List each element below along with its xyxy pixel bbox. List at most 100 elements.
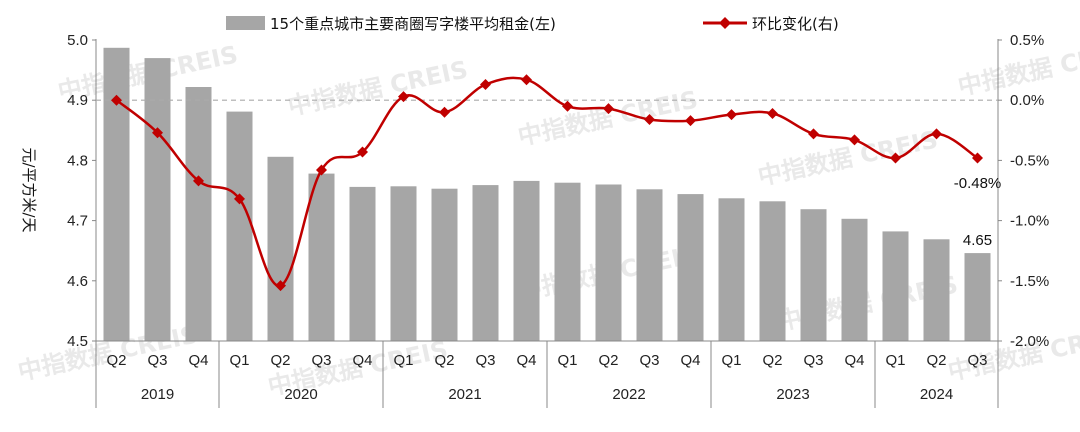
- line-point-marker: [849, 134, 860, 146]
- legend-bar-label: 15个重点城市主要商圈写字楼平均租金(左): [270, 15, 556, 33]
- x-tick-label: Q1: [229, 352, 249, 369]
- bar-series: [103, 47, 991, 342]
- line-point-marker: [316, 164, 327, 176]
- year-label: 2022: [612, 386, 645, 403]
- legend: 15个重点城市主要商圈写字楼平均租金(左) 环比变化(右): [226, 15, 839, 33]
- line-point-marker: [439, 106, 450, 118]
- y-left-tick-label: 4.8: [67, 152, 88, 169]
- data-label: -0.48%: [954, 175, 1002, 192]
- x-tick-label: Q3: [475, 352, 495, 369]
- year-label: 2024: [920, 386, 953, 403]
- line-point-marker: [685, 115, 696, 127]
- bar: [103, 47, 130, 342]
- line-point-marker: [931, 128, 942, 140]
- watermark-text: 中指数据 CREIS: [755, 125, 940, 190]
- x-tick-label: Q2: [106, 352, 126, 369]
- line-point-marker: [562, 100, 573, 112]
- y-right-tick-label: -1.0%: [1010, 213, 1049, 230]
- x-tick-label: Q1: [393, 352, 413, 369]
- line-point-marker: [808, 128, 819, 140]
- line-point-marker: [603, 103, 614, 115]
- line-point-marker: [480, 79, 491, 91]
- legend-line-label: 环比变化(右): [752, 15, 839, 33]
- line-series: [111, 74, 983, 292]
- x-tick-label: Q2: [270, 352, 290, 369]
- x-tick-label: Q2: [598, 352, 618, 369]
- y-right-tick-label: 0.5%: [1010, 32, 1044, 49]
- y-axis-left-label: 元/平方米/天: [20, 147, 38, 232]
- bar: [513, 180, 540, 341]
- bar: [882, 231, 909, 341]
- bar: [349, 186, 376, 341]
- bar: [185, 87, 212, 341]
- x-tick-label: Q4: [680, 352, 700, 369]
- y-left-tick-label: 4.7: [67, 213, 88, 230]
- x-tick-label: Q4: [352, 352, 372, 369]
- y-left-tick-label: 5.0: [67, 32, 88, 49]
- year-label: 2023: [776, 386, 809, 403]
- x-tick-label: Q3: [803, 352, 823, 369]
- bar: [308, 173, 335, 341]
- axes: [92, 39, 1002, 408]
- bar: [267, 156, 294, 341]
- bar: [718, 198, 745, 341]
- line-point-marker: [890, 152, 901, 164]
- data-label: 4.65: [963, 232, 992, 249]
- bar: [841, 218, 868, 341]
- y-left-tick-label: 4.5: [67, 333, 88, 350]
- y-right-tick-label: 0.0%: [1010, 92, 1044, 109]
- y-left-tick-label: 4.6: [67, 273, 88, 290]
- bar: [964, 253, 991, 341]
- line-point-marker: [357, 146, 368, 158]
- bar: [800, 209, 827, 341]
- line-point-marker: [972, 152, 983, 164]
- x-tick-label: Q4: [516, 352, 536, 369]
- bar: [226, 111, 253, 341]
- legend-bar-swatch: [226, 16, 265, 30]
- line-point-marker: [152, 127, 163, 139]
- x-tick-label: Q1: [557, 352, 577, 369]
- year-label: 2021: [448, 386, 481, 403]
- x-tick-label: Q2: [926, 352, 946, 369]
- bar: [636, 189, 663, 341]
- x-tick-label: Q3: [311, 352, 331, 369]
- legend-line-marker: [719, 17, 731, 29]
- line-point-marker: [644, 113, 655, 125]
- x-tick-label: Q4: [844, 352, 864, 369]
- x-tick-label: Q2: [434, 352, 454, 369]
- y-right-tick-label: -1.5%: [1010, 273, 1049, 290]
- line-point-marker: [111, 94, 122, 106]
- line-point-marker: [193, 175, 204, 187]
- x-tick-label: Q1: [885, 352, 905, 369]
- bar: [595, 184, 622, 341]
- x-tick-label: Q1: [721, 352, 741, 369]
- line-point-marker: [767, 107, 778, 119]
- line-point-marker: [234, 193, 245, 205]
- watermark-text: 中指数据 CREIS: [515, 85, 700, 150]
- tick-labels: 5.0 4.9 4.8 4.7 4.6 4.5 0.5% 0.0% -0.5% -1.0% -1.5…: [67, 32, 1049, 403]
- year-label: 2019: [141, 386, 174, 403]
- x-tick-label: Q2: [762, 352, 782, 369]
- x-tick-label: Q3: [147, 352, 167, 369]
- bar: [431, 188, 458, 341]
- bar: [923, 239, 950, 341]
- year-label: 2020: [284, 386, 317, 403]
- y-right-tick-label: -0.5%: [1010, 152, 1049, 169]
- line-point-marker: [275, 280, 286, 292]
- x-tick-label: Q3: [639, 352, 659, 369]
- bar: [677, 194, 704, 341]
- line-point-marker: [398, 91, 409, 103]
- line-point-marker: [521, 74, 532, 86]
- bar: [472, 185, 499, 341]
- y-left-tick-label: 4.9: [67, 92, 88, 109]
- x-tick-label: Q3: [967, 352, 987, 369]
- bar: [554, 182, 581, 341]
- y-right-tick-label: -2.0%: [1010, 333, 1049, 350]
- x-tick-label: Q4: [188, 352, 208, 369]
- bar: [144, 58, 171, 341]
- bar: [390, 186, 417, 341]
- line-point-marker: [726, 109, 737, 121]
